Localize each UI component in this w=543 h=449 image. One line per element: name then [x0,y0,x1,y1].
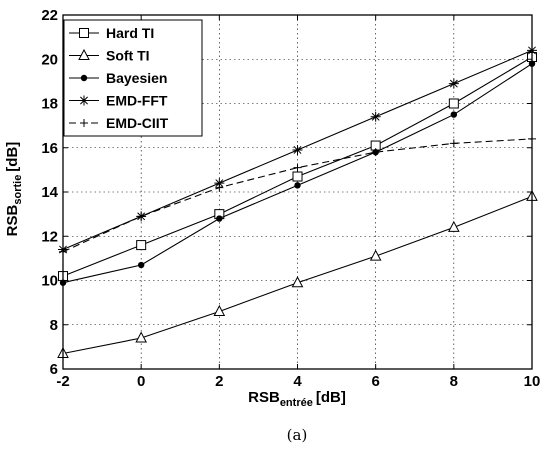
legend: Hard TI Soft TI Bayesien EMD-FFT EMD-CIIT [63,19,203,137]
legend-marker-emd-fft [79,95,89,106]
legend-item-soft-ti: Soft TI [69,48,150,64]
data-point-emd-fft [370,111,381,122]
legend-marker-bayesien [80,74,88,82]
y-tick-label: 20 [41,51,58,68]
legend-item-hard-ti: Hard TI [69,25,154,41]
legend-marker-soft-ti [78,48,90,60]
data-point-soft-ti [369,249,382,261]
x-axis-ticks: -2 0 2 4 6 8 10 [56,15,540,390]
data-point-emd-fft [448,78,459,89]
data-point-emd-fft [292,144,303,155]
data-point-hard-ti [136,240,147,251]
x-tick-label: 2 [215,373,223,390]
data-point-emd-ciit [371,148,380,157]
data-point-emd-fft [214,178,225,189]
y-axis-ticks: 6 8 10 12 14 16 18 20 22 [41,7,532,378]
figure-caption: (a) [287,426,308,444]
data-point-emd-ciit [215,183,224,192]
x-tick-label: 4 [293,373,302,390]
y-tick-label: 22 [41,7,58,24]
legend-label-soft-ti: Soft TI [106,48,150,64]
data-point-emd-ciit [449,139,458,148]
legend-label-hard-ti: Hard TI [106,25,154,41]
y-tick-label: 18 [41,96,58,113]
legend-label-emd-fft: EMD-FFT [106,93,168,109]
data-point-hard-ti [448,98,459,109]
y-tick-label: 6 [50,361,58,378]
data-point-emd-ciit [293,163,302,172]
data-point-soft-ti [213,304,226,316]
data-point-bayesien [216,215,223,222]
x-tick-label: 10 [524,373,541,390]
x-tick-label: 0 [137,373,145,390]
y-tick-label: 12 [41,228,58,245]
x-tick-label: 8 [450,373,458,390]
x-axis-label: RSBentrée [dB] [248,389,346,409]
y-tick-label: 16 [41,140,58,157]
y-tick-label: 8 [50,317,58,334]
x-tick-label: 6 [371,373,379,390]
legend-marker-emd-ciit [80,119,88,127]
legend-marker-hard-ti [79,28,89,38]
legend-label-emd-ciit: EMD-CIIT [106,115,169,131]
y-tick-label: 10 [41,273,58,290]
y-axis-label: RSBsortie[dB] [4,142,24,237]
data-point-hard-ti [292,171,303,182]
legend-item-emd-ciit: EMD-CIIT [69,115,169,131]
data-point-bayesien [294,182,301,189]
data-point-soft-ti [135,331,147,343]
data-point-emd-ciit [137,212,146,221]
data-point-soft-ti [448,220,460,232]
legend-label-bayesien: Bayesien [106,70,167,86]
data-point-soft-ti [291,276,304,288]
legend-item-bayesien: Bayesien [69,70,167,86]
series-bayesien [59,60,536,286]
data-point-bayesien [137,261,145,269]
data-point-bayesien [450,111,458,118]
x-tick-label: -2 [56,373,69,390]
legend-item-emd-fft: EMD-FFT [69,93,168,109]
y-tick-label: 14 [41,184,58,201]
series-soft-ti [57,189,538,359]
